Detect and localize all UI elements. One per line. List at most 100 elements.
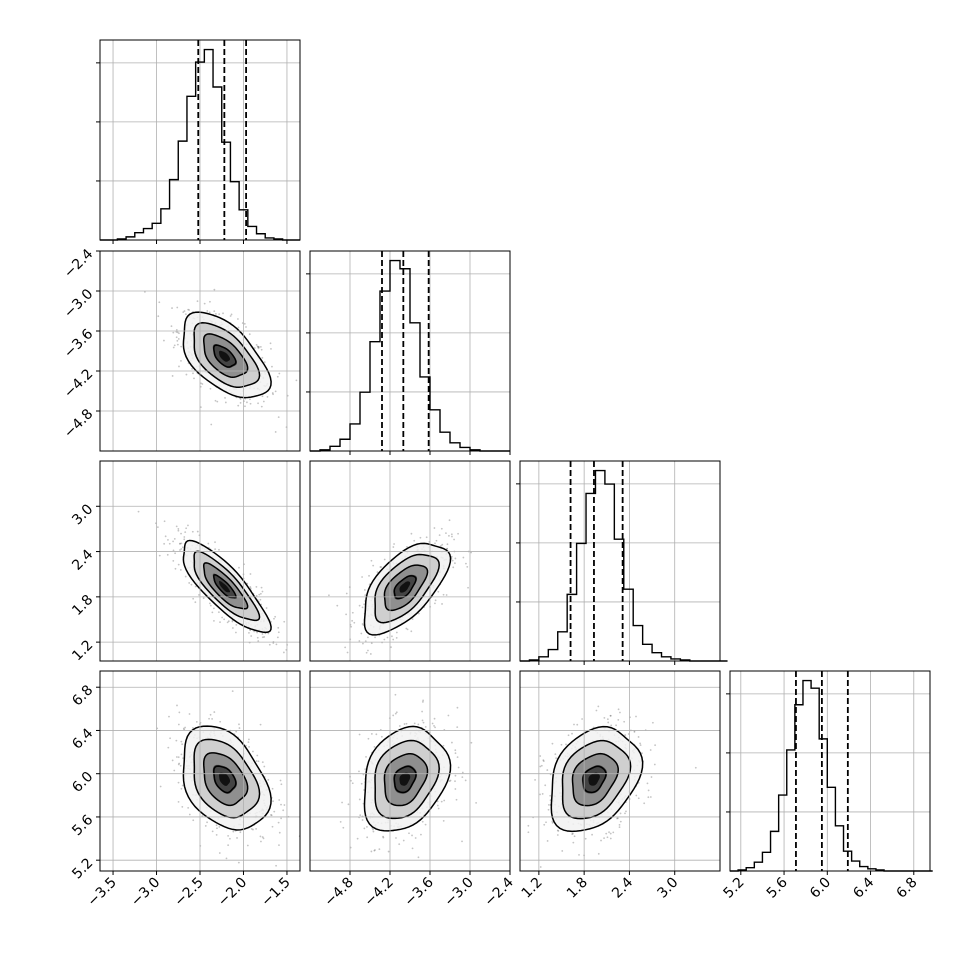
scatter-point bbox=[196, 530, 199, 533]
scatter-point bbox=[651, 721, 654, 724]
scatter-point bbox=[178, 365, 180, 368]
scatter-point bbox=[283, 804, 286, 806]
scatter-point bbox=[177, 781, 180, 784]
scatter-point bbox=[561, 850, 564, 852]
scatter-point bbox=[209, 713, 212, 716]
scatter-point bbox=[367, 649, 369, 652]
scatter-point bbox=[424, 823, 427, 826]
scatter-point bbox=[560, 743, 563, 746]
scatter-panel-1 bbox=[99, 460, 301, 662]
scatter-point bbox=[615, 724, 617, 727]
scatter-point bbox=[206, 310, 209, 312]
scatter-point bbox=[606, 836, 609, 839]
scatter-point bbox=[402, 839, 405, 842]
scatter-point bbox=[167, 538, 169, 541]
scatter-point bbox=[158, 554, 161, 557]
scatter-point bbox=[413, 539, 416, 542]
scatter-point bbox=[639, 742, 642, 745]
scatter-point bbox=[437, 590, 440, 593]
scatter-point bbox=[196, 300, 199, 303]
scatter-point bbox=[597, 705, 600, 708]
scatter-point bbox=[179, 543, 181, 545]
scatter-point bbox=[276, 636, 279, 639]
scatter-point bbox=[257, 402, 259, 405]
scatter-point bbox=[461, 776, 464, 779]
scatter-point bbox=[259, 592, 262, 595]
scatter-point bbox=[571, 833, 574, 835]
scatter-point bbox=[208, 602, 211, 605]
scatter-point bbox=[182, 757, 184, 760]
scatter-point bbox=[201, 383, 204, 385]
scatter-point bbox=[178, 762, 181, 765]
scatter-point bbox=[618, 826, 621, 829]
scatter-point bbox=[260, 348, 263, 351]
scatter-point bbox=[224, 397, 226, 399]
scatter-point bbox=[547, 808, 550, 811]
scatter-point bbox=[249, 402, 252, 405]
scatter-point bbox=[260, 586, 263, 589]
scatter-point bbox=[268, 643, 271, 646]
scatter-point bbox=[250, 635, 253, 637]
scatter-point bbox=[383, 558, 386, 561]
scatter-point bbox=[361, 819, 364, 821]
panel-content bbox=[310, 461, 510, 661]
histogram-step bbox=[520, 469, 728, 662]
scatter-point bbox=[274, 615, 277, 618]
histogram-panel-1 bbox=[306, 250, 511, 452]
scatter-point bbox=[390, 646, 392, 649]
scatter-point bbox=[457, 766, 460, 769]
density-fill bbox=[219, 580, 231, 593]
scatter-point bbox=[249, 586, 252, 588]
scatter-point bbox=[171, 307, 173, 309]
scatter-point bbox=[431, 722, 434, 725]
scatter-point bbox=[654, 744, 657, 747]
scatter-point bbox=[163, 520, 166, 523]
scatter-point bbox=[246, 844, 249, 847]
scatter-point bbox=[176, 704, 178, 707]
density-fill bbox=[219, 350, 231, 362]
scatter-point bbox=[277, 631, 280, 634]
scatter-point bbox=[608, 831, 610, 834]
scatter-point bbox=[466, 565, 469, 568]
scatter-point bbox=[238, 723, 240, 726]
scatter-point bbox=[272, 393, 274, 396]
scatter-point bbox=[565, 743, 567, 746]
scatter-point bbox=[187, 524, 189, 527]
scatter-point bbox=[175, 329, 178, 331]
scatter-point bbox=[616, 817, 618, 820]
scatter-point bbox=[370, 642, 373, 645]
scatter-point bbox=[373, 849, 376, 852]
scatter-point bbox=[211, 830, 214, 833]
density-fill bbox=[399, 581, 411, 593]
scatter-point bbox=[245, 326, 247, 328]
contour-line bbox=[193, 322, 261, 388]
scatter-point bbox=[386, 636, 389, 639]
scatter-point bbox=[595, 709, 598, 712]
scatter-point bbox=[257, 346, 260, 349]
y-tick-label: 3.0 bbox=[69, 501, 96, 528]
scatter-point bbox=[255, 594, 258, 597]
scatter-point bbox=[551, 742, 554, 745]
scatter-point bbox=[457, 532, 459, 535]
scatter-point bbox=[358, 770, 360, 773]
scatter-point bbox=[182, 727, 185, 730]
scatter-point bbox=[635, 794, 638, 797]
scatter-point bbox=[653, 763, 656, 766]
scatter-point bbox=[591, 833, 593, 836]
scatter-point bbox=[261, 633, 264, 635]
scatter-point bbox=[210, 423, 213, 426]
scatter-point bbox=[353, 621, 356, 624]
scatter-point bbox=[213, 711, 216, 713]
scatter-point bbox=[633, 731, 636, 733]
scatter-point bbox=[172, 331, 175, 334]
contour-line bbox=[182, 311, 272, 399]
scatter-point bbox=[212, 607, 215, 610]
scatter-point bbox=[224, 401, 227, 404]
panel-frame bbox=[729, 670, 931, 872]
x-tick-label: −3.0 bbox=[128, 875, 163, 910]
scatter-point bbox=[231, 620, 234, 623]
scatter-point bbox=[411, 847, 414, 850]
scatter-point bbox=[261, 356, 264, 359]
histogram-panel-0 bbox=[96, 39, 301, 241]
scatter-point bbox=[470, 551, 473, 554]
